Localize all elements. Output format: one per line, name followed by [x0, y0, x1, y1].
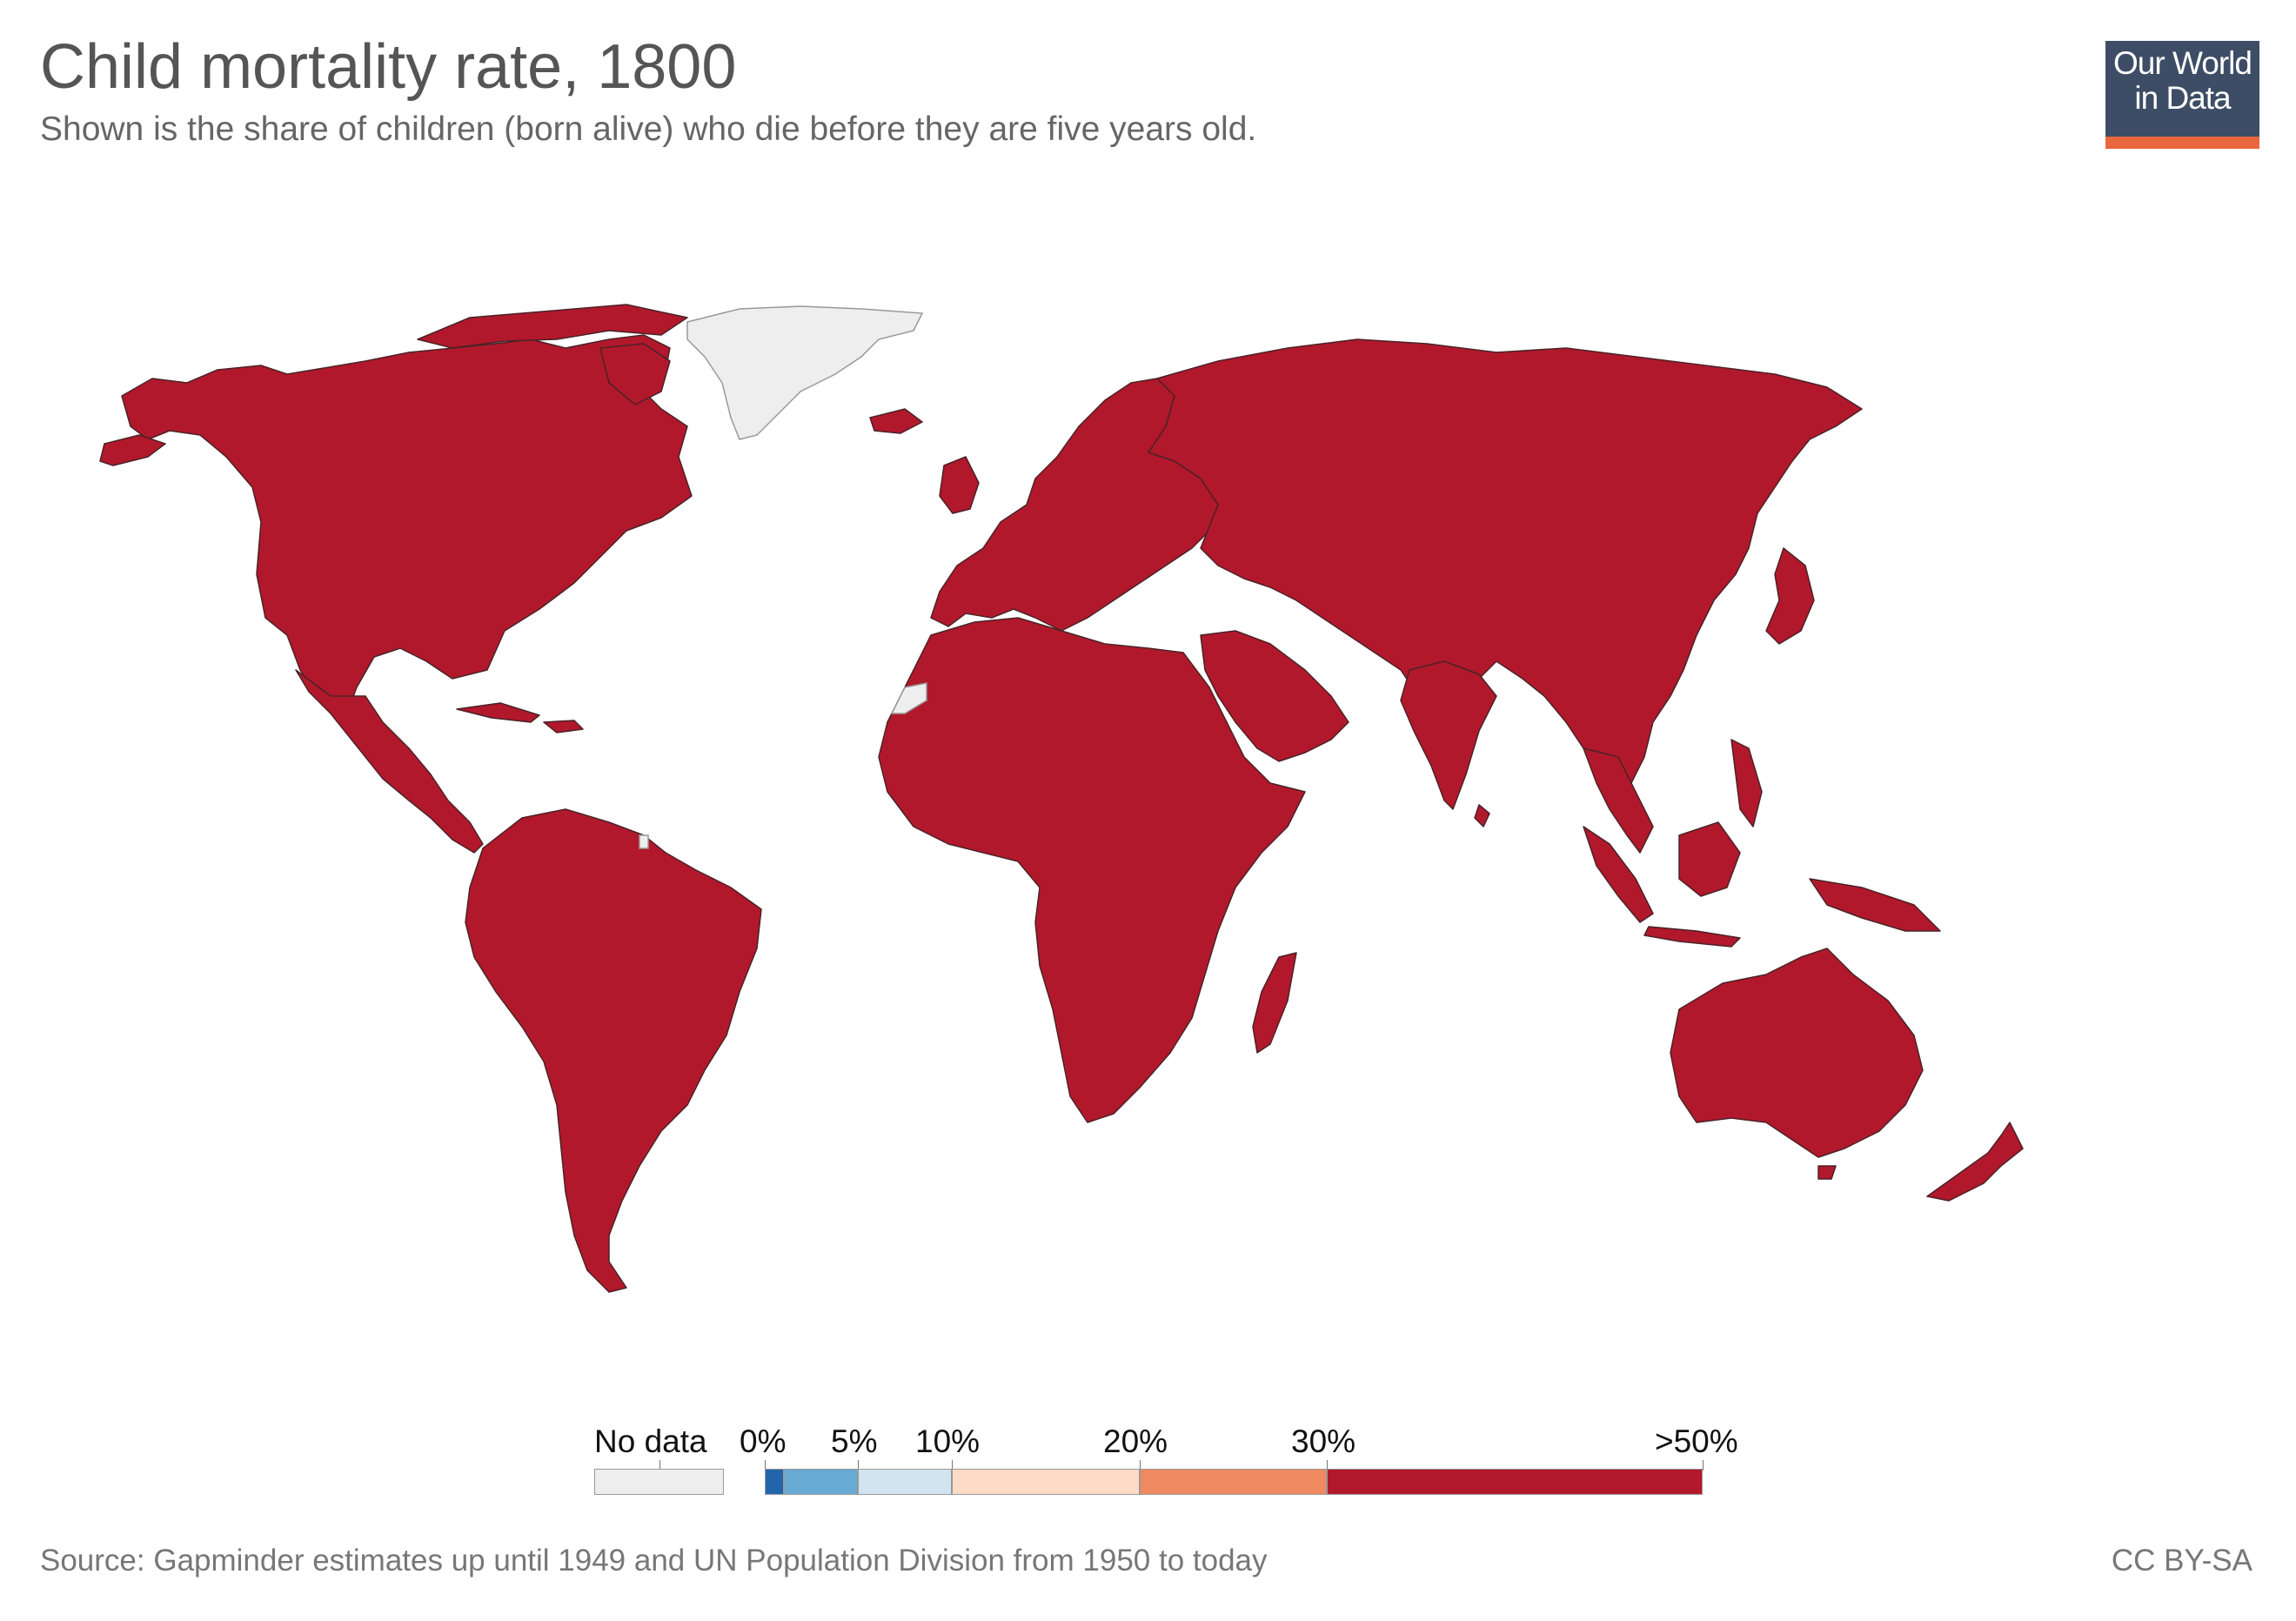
iceland[interactable]	[869, 408, 923, 434]
french-guiana[interactable]	[639, 834, 649, 849]
india[interactable]	[1400, 660, 1497, 810]
sri-lanka[interactable]	[1474, 804, 1490, 827]
page-subtitle: Shown is the share of children (born ali…	[40, 111, 1257, 148]
borneo[interactable]	[1678, 821, 1741, 897]
new-guinea[interactable]	[1809, 878, 1941, 932]
legend-swatch-5-10[interactable]	[858, 1469, 952, 1495]
logo-accent-bar	[2105, 137, 2259, 149]
legend-no-data-label: No data	[594, 1423, 707, 1459]
western-sahara[interactable]	[890, 682, 927, 714]
legend-bin-label: 10%	[915, 1423, 981, 1459]
australia[interactable]	[1670, 948, 1924, 1158]
logo-line-2: in Data	[2134, 80, 2231, 116]
baffin-island[interactable]	[599, 343, 671, 405]
africa-region[interactable]	[878, 617, 1306, 1123]
legend-swatch-10-20[interactable]	[952, 1469, 1140, 1495]
arctic-islands[interactable]	[417, 304, 688, 349]
legend-tick	[1140, 1460, 1141, 1470]
world-map[interactable]	[0, 287, 2296, 1331]
legend-swatch-5[interactable]	[784, 1469, 858, 1495]
legend-no-data-tick	[659, 1460, 660, 1470]
south-america-region[interactable]	[465, 808, 762, 1293]
new-zealand[interactable]	[1926, 1122, 2024, 1202]
legend-tick	[1703, 1460, 1704, 1470]
legend-tick	[765, 1460, 766, 1470]
legend-tick	[1327, 1460, 1328, 1470]
southeast-asia[interactable]	[1583, 747, 1654, 854]
legend-bin-label: 5%	[831, 1423, 878, 1459]
legend-bin-label: 30%	[1291, 1423, 1356, 1459]
legend-bin-label: 20%	[1103, 1423, 1168, 1459]
legend-bin-label: 0%	[740, 1423, 787, 1459]
arabian-peninsula[interactable]	[1200, 630, 1349, 762]
madagascar[interactable]	[1252, 952, 1297, 1054]
legend-swatch-20-30[interactable]	[1140, 1469, 1327, 1495]
license-label[interactable]: CC BY-SA	[2111, 1544, 2252, 1577]
greenland[interactable]	[686, 305, 924, 440]
indonesia-sumatra[interactable]	[1583, 826, 1654, 923]
page-title: Child mortality rate, 1800	[40, 32, 737, 102]
north-america-region[interactable]	[121, 334, 693, 723]
legend-swatch-0-5[interactable]	[765, 1469, 784, 1495]
mexico-central-america[interactable]	[295, 669, 484, 854]
legend-no-data-swatch[interactable]	[594, 1469, 724, 1495]
alaska-chain[interactable]	[99, 434, 166, 466]
legend-swatch-30-50[interactable]	[1327, 1469, 1703, 1495]
legend-tick	[858, 1460, 859, 1470]
tasmania[interactable]	[1817, 1165, 1837, 1180]
hispaniola[interactable]	[543, 720, 584, 733]
uk-ireland[interactable]	[939, 456, 980, 514]
cuba[interactable]	[456, 702, 540, 723]
source-note: Source: Gapminder estimates up until 194…	[40, 1544, 1268, 1577]
legend-tick	[952, 1460, 953, 1470]
owid-logo[interactable]: Our World in Data	[2105, 41, 2259, 149]
japan[interactable]	[1765, 547, 1815, 645]
philippines[interactable]	[1730, 739, 1763, 827]
indonesia-java[interactable]	[1643, 926, 1741, 948]
logo-line-1: Our World	[2113, 45, 2252, 81]
legend-bin-label: >50%	[1655, 1423, 1738, 1459]
